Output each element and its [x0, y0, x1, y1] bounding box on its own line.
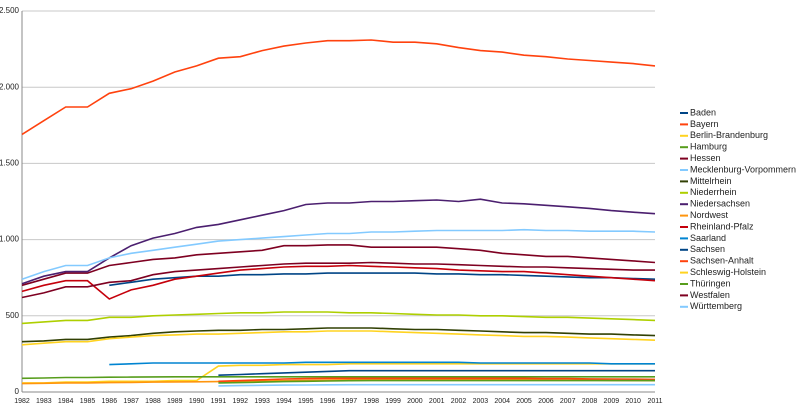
x-tick-label: 2005: [516, 398, 532, 405]
x-tick-label: 1995: [298, 398, 314, 405]
legend-label: Sachsen-Anhalt: [690, 256, 754, 266]
x-tick-label: 1990: [189, 398, 205, 405]
legend-label: Mecklenburg-Vorpommern: [690, 164, 796, 174]
legend-label: Hessen: [690, 153, 721, 163]
series-line: [21, 330, 656, 346]
x-tick-label: 2007: [560, 398, 576, 405]
x-tick-label: 1996: [320, 398, 336, 405]
series-line: [21, 264, 656, 300]
x-tick-label: 1984: [58, 398, 74, 405]
legend-label: Westfalen: [690, 290, 730, 300]
y-tick-label: 0: [15, 387, 20, 396]
x-tick-label: 2002: [451, 398, 467, 405]
x-tick-label: 1985: [80, 398, 96, 405]
legend-label: Bayern: [690, 119, 719, 129]
series-line: [21, 198, 656, 285]
x-tick-label: 2008: [582, 398, 598, 405]
x-tick-label: 1998: [363, 398, 379, 405]
legend-label: Mittelrhein: [690, 176, 732, 186]
x-tick-label: 1992: [232, 398, 248, 405]
series-line: [109, 361, 655, 366]
series-line: [21, 39, 656, 136]
x-tick-label: 2011: [647, 398, 662, 405]
series-line: [218, 369, 655, 376]
series-line: [218, 377, 656, 383]
legend-label: Berlin-Brandenburg: [690, 130, 768, 140]
x-tick-label: 2003: [473, 398, 489, 405]
x-tick-label: 1988: [145, 398, 161, 405]
y-tick-label: 1.000: [0, 235, 20, 244]
x-tick-label: 1983: [36, 398, 52, 405]
legend-label: Niederrhein: [690, 187, 737, 197]
x-tick-label: 2000: [407, 398, 423, 405]
x-tick-label: 1991: [211, 398, 227, 405]
legend-label: Baden: [690, 107, 716, 117]
x-tick-label: 2009: [604, 398, 620, 405]
x-tick-label: 1994: [276, 398, 292, 405]
x-tick-label: 2001: [429, 398, 445, 405]
legend-label: Saarland: [690, 233, 726, 243]
series-line: [218, 379, 655, 384]
legend-label: Thüringen: [690, 278, 731, 288]
x-tick-label: 2004: [494, 398, 510, 405]
series-line: [21, 311, 656, 325]
legend-label: Württemberg: [690, 301, 742, 311]
series-line: [21, 327, 656, 343]
legend-label: Nordwest: [690, 210, 729, 220]
x-tick-label: 1982: [14, 398, 30, 405]
y-tick-label: 1.500: [0, 159, 20, 168]
y-tick-label: 500: [6, 311, 20, 320]
x-tick-label: 1989: [167, 398, 183, 405]
legend-label: Niedersachsen: [690, 199, 750, 209]
legend-label: Sachsen: [690, 244, 725, 254]
series-line: [21, 228, 656, 280]
legend-label: Hamburg: [690, 142, 727, 152]
x-tick-label: 1987: [123, 398, 139, 405]
x-tick-label: 1999: [385, 398, 401, 405]
y-tick-label: 2.500: [0, 6, 20, 15]
x-tick-label: 1997: [342, 398, 358, 405]
legend-label: Rheinland-Pfalz: [690, 221, 754, 231]
y-tick-label: 2.000: [0, 82, 20, 91]
series-line: [218, 383, 655, 387]
series-line: [21, 376, 655, 380]
x-tick-label: 1993: [254, 398, 270, 405]
x-tick-label: 2010: [625, 398, 641, 405]
series-line: [21, 244, 656, 287]
legend-label: Schleswig-Holstein: [690, 267, 766, 277]
series-line: [21, 261, 655, 299]
x-tick-label: 1986: [102, 398, 118, 405]
x-tick-label: 2006: [538, 398, 554, 405]
